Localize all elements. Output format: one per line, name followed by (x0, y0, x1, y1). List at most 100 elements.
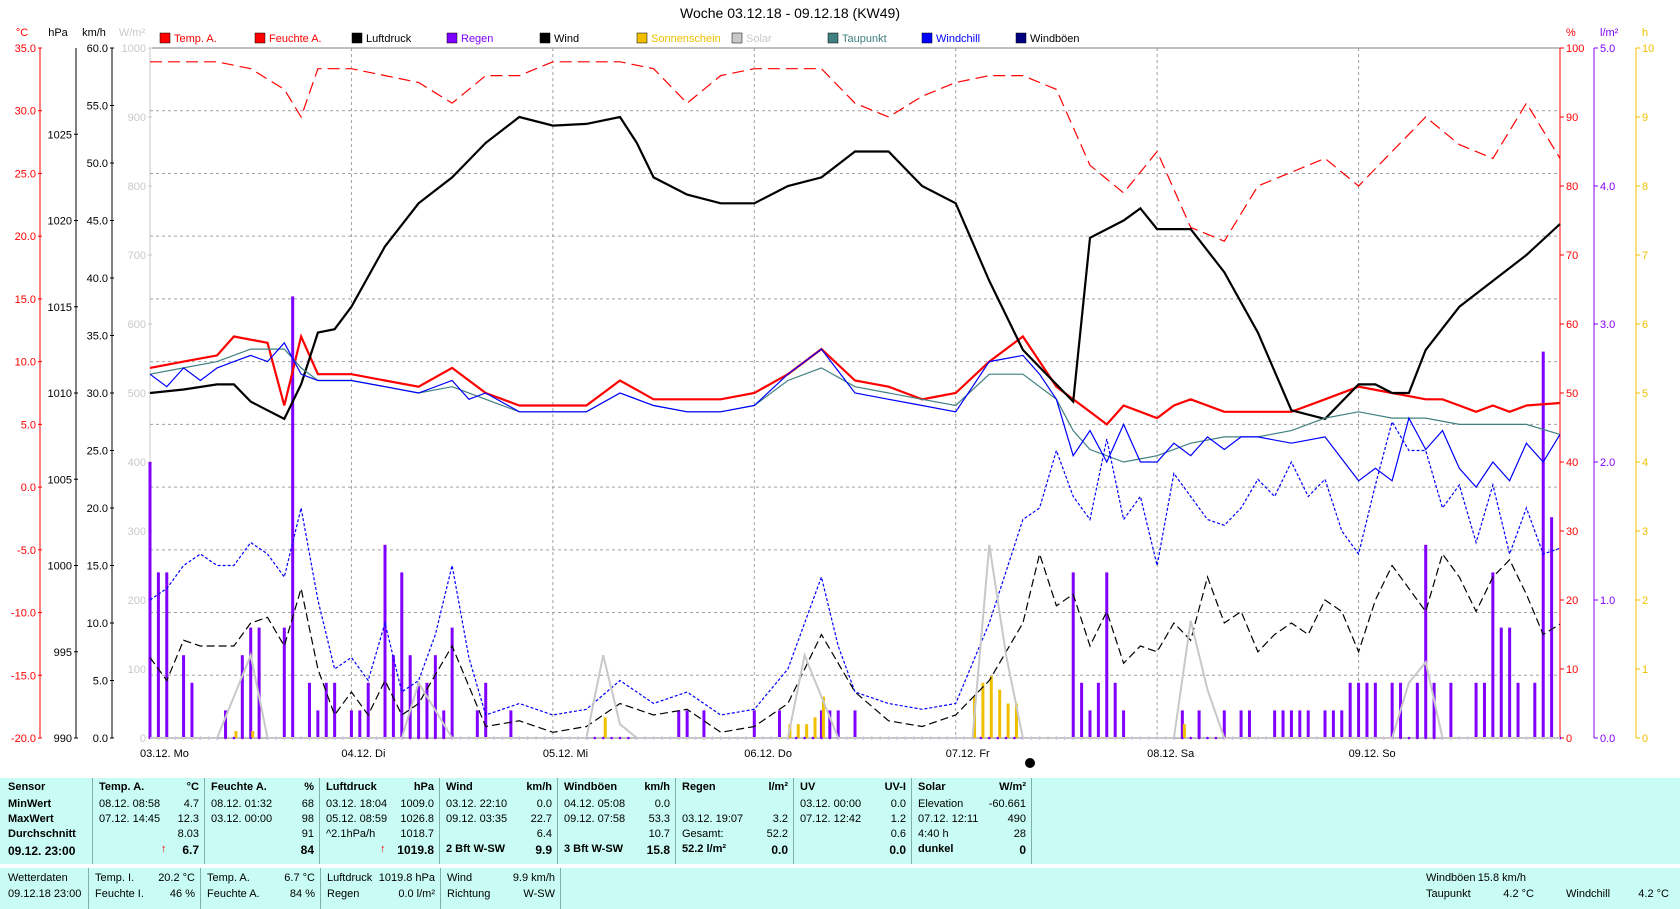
bar-regen (1432, 682, 1436, 738)
stats-label-current: 09.12. 23:00 (8, 844, 76, 858)
tick-label-temp: 15.0 (15, 294, 36, 306)
tick-label-wind: 10.0 (87, 618, 108, 630)
status-richtung-label: Richtung (447, 888, 491, 900)
tick-label-humidity: 100 (1566, 43, 1584, 55)
bar-regen (853, 710, 857, 738)
stats-solar-row-label: dunkel (918, 843, 954, 855)
rain-zero-dot (1399, 736, 1402, 740)
bar-regen (1508, 627, 1512, 738)
bar-regen (836, 710, 840, 738)
stats-feuchte: Feuchte A.% 08.12. 01:32 68 03.12. 00:00 98 9… (204, 778, 320, 864)
bar-sonnenschein (1182, 724, 1186, 738)
stats-solar-header: Solar (918, 781, 946, 793)
series-feuchte-a- (150, 61, 1561, 242)
bar-sonnenschein (251, 731, 255, 738)
stats-sensor: Sensor MinWert MaxWert Durchschnitt 09.1… (0, 778, 92, 864)
bar-regen (702, 710, 706, 738)
bar-regen (1331, 710, 1335, 738)
stats-luftdruck-row-label: 03.12. 18:04 (326, 798, 388, 810)
legend-label: Feuchte A. (269, 33, 322, 45)
trend-up-icon: ↑ (161, 843, 167, 855)
status-bar: Wetterdaten 09.12.18 23:00 Temp. I. 20.2 … (0, 868, 1680, 909)
tick-label-humidity: 20 (1566, 595, 1578, 607)
stats-uv-row-value: 0.0 (889, 843, 906, 857)
bar-regen (1113, 682, 1117, 738)
status-feuchte_i-value: 46 % (169, 888, 195, 900)
tick-label-solar: 800 (128, 181, 146, 193)
stats-regen-row-value: 0.0 (771, 843, 788, 857)
tick-label-humidity: 50 (1566, 388, 1578, 400)
stats-feuchte-unit: % (304, 781, 314, 793)
bar-regen (156, 572, 160, 738)
bar-regen (358, 710, 362, 738)
tick-label-wind: 35.0 (87, 331, 108, 343)
stats-wind-row-label: 03.12. 22:10 (446, 798, 508, 810)
bar-regen (1482, 682, 1486, 738)
bar-regen (240, 655, 244, 738)
weather-chart: Woche 03.12.18 - 09.12.18 (KW49) Temp. A… (11, 5, 1654, 768)
stats-solar-row-value: -60.661 (988, 798, 1026, 810)
stats-wind-row-label: 2 Bft W-SW (446, 843, 506, 855)
stats-feuchte-row-value: 68 (301, 798, 314, 810)
bar-regen (366, 682, 370, 738)
bar-regen (1533, 682, 1537, 738)
bar-regen (417, 682, 421, 738)
stats-luftdruck-row-value: 1026.8 (400, 813, 434, 825)
stats-uv-row-value: 0.6 (890, 828, 906, 840)
bar-regen (425, 682, 429, 738)
series-solar (150, 544, 1560, 739)
bar-regen (1474, 682, 1478, 738)
legend-swatch (159, 32, 171, 44)
stats-windboen-unit: km/h (644, 781, 670, 793)
legend-label: Taupunkt (842, 33, 887, 45)
tick-label-solar: 700 (128, 250, 146, 262)
rain-zero-dot (618, 736, 622, 740)
stats-feuchte-row-label: 08.12. 01:32 (211, 798, 273, 810)
bar-regen (1306, 710, 1310, 738)
bar-regen (182, 655, 186, 738)
bar-regen (1357, 682, 1361, 738)
stats-wind-row-value: 0.0 (536, 798, 552, 810)
stats-regen-row-label (682, 798, 794, 812)
stats-windboen-row-label: 3 Bft W-SW (564, 843, 624, 855)
axes: 35.030.025.020.015.010.05.00.0-5.0-10.0-… (11, 27, 1654, 760)
stats-regen-unit: l/m² (768, 781, 788, 793)
stats-luftdruck: Luftdruck hPa 03.12. 18:04 1009.0 05.12. 08:… (319, 778, 440, 864)
stats-uv-header: UV (800, 781, 816, 793)
rain-zero-dot (1214, 736, 1218, 740)
tick-label-wind: 5.0 (93, 676, 108, 688)
bar-regen (307, 682, 311, 738)
bar-regen (1239, 710, 1243, 738)
tick-label-wind: 15.0 (87, 561, 108, 573)
tick-label-temp: 10.0 (15, 357, 36, 369)
tick-label-wind: 20.0 (87, 503, 108, 515)
stats-temp-row-label: 08.12. 08:58 (99, 798, 161, 810)
tick-label-temp: 25.0 (15, 168, 36, 180)
tick-label-rain: 2.0 (1600, 457, 1615, 469)
stats-regen-row-label: 03.12. 19:07 (682, 813, 744, 825)
bar-regen (291, 296, 295, 738)
stats-panel: Sensor MinWert MaxWert Durchschnitt 09.1… (0, 778, 1680, 864)
stats-windboen-row-label: 04.12. 05:08 (564, 798, 626, 810)
tick-label-temp: -5.0 (17, 545, 36, 557)
tick-label-rain: 1.0 (1600, 595, 1615, 607)
bar-sonnenschein (603, 717, 607, 738)
tick-label-sun: 6 (1642, 319, 1648, 331)
bar-regen (383, 544, 387, 738)
status-windboen-value: 15.8 km/h (1477, 872, 1526, 884)
status-luftdruck-label: Luftdruck (327, 872, 373, 884)
stats-luftdruck-header: Luftdruck (326, 781, 377, 793)
stats-solar-row-label: Elevation (918, 798, 964, 810)
status-feuchte_a-label: Feuchte A. (207, 888, 260, 900)
tick-label-temp: 0.0 (21, 482, 36, 494)
stats-wind-row-value: 9.9 (535, 843, 552, 857)
x-tick-label: 04.12. Di (341, 748, 385, 760)
tick-label-humidity: 70 (1566, 250, 1578, 262)
legend-swatch (539, 32, 551, 44)
tick-label-humidity: 0 (1566, 733, 1572, 745)
bar-regen (165, 572, 169, 738)
bar-regen (1122, 710, 1126, 738)
tick-label-humidity: 30 (1566, 526, 1578, 538)
bar-sonnenschein (989, 675, 993, 738)
stats-solar-row-value: 28 (1013, 828, 1026, 840)
